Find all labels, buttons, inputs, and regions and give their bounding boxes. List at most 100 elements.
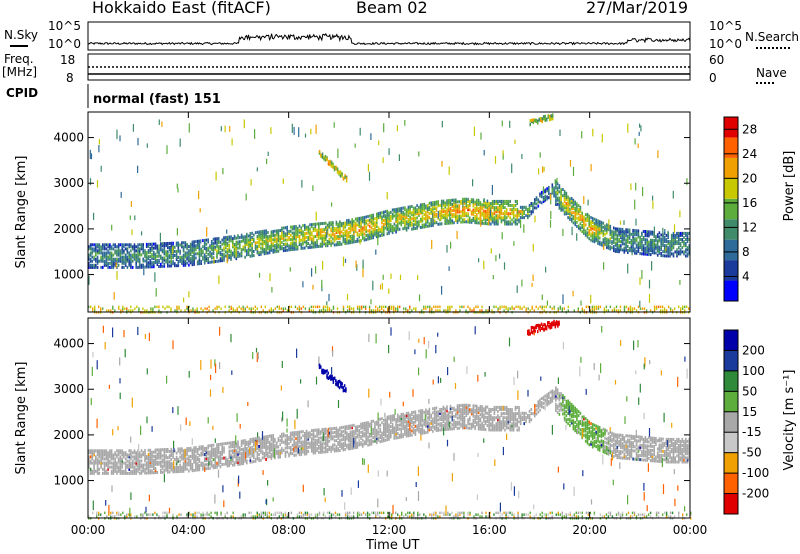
echo-cell xyxy=(253,451,255,455)
near-range-cell xyxy=(577,309,579,312)
near-range-cell xyxy=(593,309,596,312)
near-range-cell xyxy=(531,307,533,310)
echo-cell xyxy=(404,206,406,210)
sparse-cell xyxy=(601,133,603,143)
echo-cell xyxy=(381,221,383,225)
echo-cell xyxy=(225,238,227,242)
echo-cell xyxy=(516,199,518,203)
echo-cell xyxy=(307,227,310,231)
echo-cell xyxy=(583,221,585,225)
echo-cell xyxy=(421,207,424,211)
echo-cell xyxy=(686,238,689,241)
echo-cell xyxy=(128,263,130,267)
echo-cell xyxy=(189,244,192,248)
echo-cell xyxy=(126,455,129,459)
echo-cell xyxy=(555,200,557,204)
echo-cell xyxy=(142,451,144,455)
echo-cell xyxy=(505,220,508,224)
echo-cell xyxy=(584,229,587,233)
echo-cell xyxy=(284,438,287,442)
echo-cell xyxy=(103,451,106,455)
echo-cell xyxy=(493,210,496,214)
echo-cell xyxy=(226,460,229,464)
echo-cell xyxy=(662,243,664,247)
near-range-cell xyxy=(661,309,664,312)
near-range-cell xyxy=(557,307,559,310)
echo-cell xyxy=(156,250,159,254)
echo-cell xyxy=(602,234,605,237)
echo-cell xyxy=(595,239,597,243)
echo-cell xyxy=(646,252,648,256)
echo-cell xyxy=(123,461,125,465)
echo-cell xyxy=(116,251,118,255)
echo-cell xyxy=(470,212,473,216)
sparse-cell xyxy=(490,248,492,254)
echo-cell xyxy=(296,436,299,440)
echo-cell xyxy=(342,228,345,231)
echo-cell xyxy=(428,208,431,211)
echo-cell xyxy=(177,243,180,247)
echo-cell xyxy=(126,255,129,259)
echo-cell xyxy=(302,232,304,236)
echo-cell xyxy=(312,222,315,226)
echo-cell xyxy=(293,247,295,251)
echo-cell xyxy=(196,452,199,455)
echo-cell xyxy=(193,252,195,256)
echo-cell xyxy=(678,250,680,254)
echo-cell xyxy=(277,439,280,443)
echo-cell xyxy=(272,230,274,233)
echo-cell xyxy=(281,237,283,240)
echo-cell xyxy=(367,219,369,223)
nsky-trace xyxy=(87,32,691,46)
echo-cell xyxy=(153,471,155,475)
echo-cell xyxy=(346,241,348,245)
echo-cell xyxy=(493,220,496,224)
echo-cell xyxy=(103,457,106,461)
echo-cell xyxy=(230,239,232,243)
echo-cell xyxy=(158,450,160,454)
echo-cell xyxy=(637,229,640,233)
echo-cell xyxy=(681,238,684,241)
echo-cell xyxy=(96,463,99,467)
echo-cell xyxy=(611,242,613,246)
echo-cell xyxy=(476,209,478,212)
echo-cell xyxy=(289,225,292,229)
echo-cell xyxy=(91,259,94,263)
echo-cell xyxy=(567,207,569,211)
echo-cell xyxy=(147,467,150,471)
echo-cell xyxy=(223,242,225,246)
echo-cell xyxy=(205,248,208,252)
echo-cell xyxy=(312,449,315,453)
echo-cell xyxy=(472,208,475,212)
echo-cell xyxy=(688,244,691,248)
echo-cell xyxy=(644,238,647,242)
echo-cell xyxy=(556,186,559,190)
echo-cell xyxy=(149,454,152,458)
echo-cell xyxy=(130,263,132,267)
sparse-cell xyxy=(631,249,633,256)
patch-cell xyxy=(549,118,551,122)
echo-cell xyxy=(223,258,225,262)
sparse-cell xyxy=(672,190,674,199)
near-range-cell xyxy=(328,309,331,312)
echo-cell xyxy=(102,455,104,459)
echo-cell xyxy=(230,443,232,447)
echo-cell xyxy=(256,447,259,451)
echo-cell xyxy=(423,204,425,208)
echo-cell xyxy=(145,461,148,465)
echo-cell xyxy=(293,243,295,247)
echo-cell xyxy=(435,208,438,212)
near-range-cell xyxy=(387,307,389,310)
echo-cell xyxy=(156,260,159,264)
echo-cell xyxy=(518,210,520,214)
echo-cell xyxy=(126,257,129,261)
echo-cell xyxy=(298,453,301,457)
echo-cell xyxy=(416,208,418,212)
echo-cell xyxy=(167,456,169,460)
echo-cell xyxy=(151,469,153,473)
echo-cell xyxy=(428,216,431,220)
near-range-cell xyxy=(98,305,100,309)
echo-cell xyxy=(193,456,195,460)
echo-cell xyxy=(669,246,671,250)
echo-cell xyxy=(570,205,573,209)
